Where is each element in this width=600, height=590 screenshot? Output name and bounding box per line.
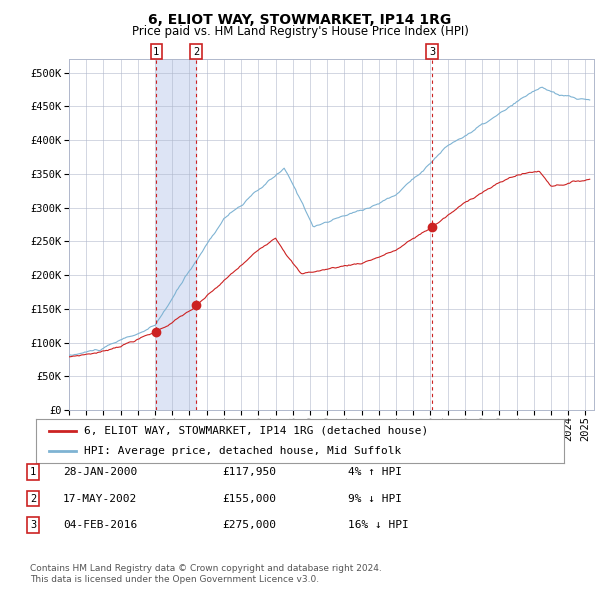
Text: 4% ↑ HPI: 4% ↑ HPI (348, 467, 402, 477)
Text: 1: 1 (153, 47, 160, 57)
Text: 28-JAN-2000: 28-JAN-2000 (63, 467, 137, 477)
Text: 6, ELIOT WAY, STOWMARKET, IP14 1RG (detached house): 6, ELIOT WAY, STOWMARKET, IP14 1RG (deta… (83, 426, 428, 436)
Text: 9% ↓ HPI: 9% ↓ HPI (348, 494, 402, 503)
Text: 1: 1 (30, 467, 36, 477)
Bar (156, 59, 196, 410)
Text: £155,000: £155,000 (222, 494, 276, 503)
Text: 16% ↓ HPI: 16% ↓ HPI (348, 520, 409, 530)
Text: 2: 2 (30, 494, 36, 503)
Text: 6, ELIOT WAY, STOWMARKET, IP14 1RG: 6, ELIOT WAY, STOWMARKET, IP14 1RG (148, 13, 452, 27)
Text: 3: 3 (429, 47, 435, 57)
Text: Price paid vs. HM Land Registry's House Price Index (HPI): Price paid vs. HM Land Registry's House … (131, 25, 469, 38)
Text: 2: 2 (193, 47, 199, 57)
Text: HPI: Average price, detached house, Mid Suffolk: HPI: Average price, detached house, Mid … (83, 446, 401, 456)
Text: 3: 3 (30, 520, 36, 530)
Text: Contains HM Land Registry data © Crown copyright and database right 2024.: Contains HM Land Registry data © Crown c… (30, 565, 382, 573)
Text: 17-MAY-2002: 17-MAY-2002 (63, 494, 137, 503)
Text: This data is licensed under the Open Government Licence v3.0.: This data is licensed under the Open Gov… (30, 575, 319, 584)
Text: £275,000: £275,000 (222, 520, 276, 530)
Text: £117,950: £117,950 (222, 467, 276, 477)
Text: 04-FEB-2016: 04-FEB-2016 (63, 520, 137, 530)
